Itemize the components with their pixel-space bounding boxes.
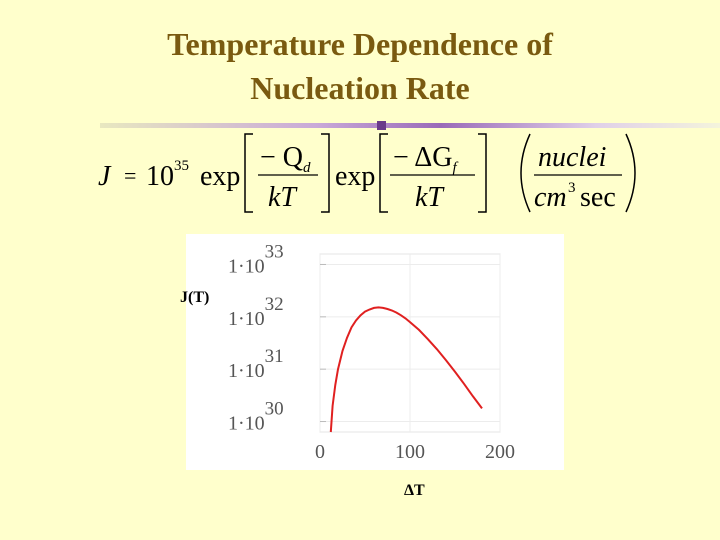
units-denominator-exp: 3	[568, 180, 576, 196]
slide-title-line-2: Nucleation Rate	[250, 70, 470, 106]
formula-lhs: J	[98, 161, 112, 192]
plot-panel: 1·1033 1·1032 1·1031 1·1030 0 100 200	[186, 234, 564, 470]
paren-right	[625, 133, 636, 213]
y-tick-labels: 1·1033 1·1032 1·1031 1·1030	[228, 241, 284, 434]
title-divider	[100, 123, 720, 128]
bracket-left-1	[244, 133, 253, 213]
bracket-left-2	[379, 133, 388, 213]
x-tick-label: 0	[315, 441, 325, 463]
exp1-numerator: − Qd	[260, 142, 311, 176]
slide-title-line-1: Temperature Dependence of	[167, 26, 553, 62]
x-tick-label: 200	[485, 441, 515, 463]
grid-lines	[319, 253, 501, 433]
units-numerator: nuclei	[538, 142, 606, 173]
y-axis-label: J(T)	[180, 289, 210, 306]
paren-left	[520, 133, 531, 213]
formula-exp-2: exp	[335, 161, 375, 192]
nucleation-rate-formula: J = 10 35 exp − Qd kT exp − ΔGf kT nucle…	[98, 133, 636, 213]
y-tick-label: 1·1033	[228, 241, 284, 277]
formula-coefficient-exp: 35	[174, 158, 189, 174]
units-denominator-cm: cm	[534, 182, 567, 213]
formula-exp-1: exp	[200, 161, 240, 192]
formula-equals: =	[124, 163, 136, 188]
nucleation-rate-chart: 1·1033 1·1032 1·1031 1·1030 0 100 200	[228, 241, 515, 463]
bracket-right-1	[321, 133, 330, 213]
divider-accent	[377, 121, 386, 130]
formula-coefficient: 10	[146, 161, 174, 192]
slide-title: Temperature Dependence of Nucleation Rat…	[0, 22, 720, 110]
x-tick-label: 100	[395, 441, 425, 463]
series-line	[329, 306, 483, 433]
units-denominator-sec: sec	[580, 182, 616, 213]
x-tick-labels: 0 100 200	[315, 441, 515, 463]
y-tick-label: 1·1031	[228, 346, 284, 382]
y-tick-label: 1·1032	[228, 294, 284, 330]
bracket-right-2	[478, 133, 487, 213]
y-tick-label: 1·1030	[228, 399, 284, 435]
exp2-denominator: kT	[415, 182, 445, 213]
exp1-denominator: kT	[268, 182, 298, 213]
exp2-numerator: − ΔGf	[393, 142, 458, 176]
x-axis-label: ΔT	[404, 482, 425, 499]
